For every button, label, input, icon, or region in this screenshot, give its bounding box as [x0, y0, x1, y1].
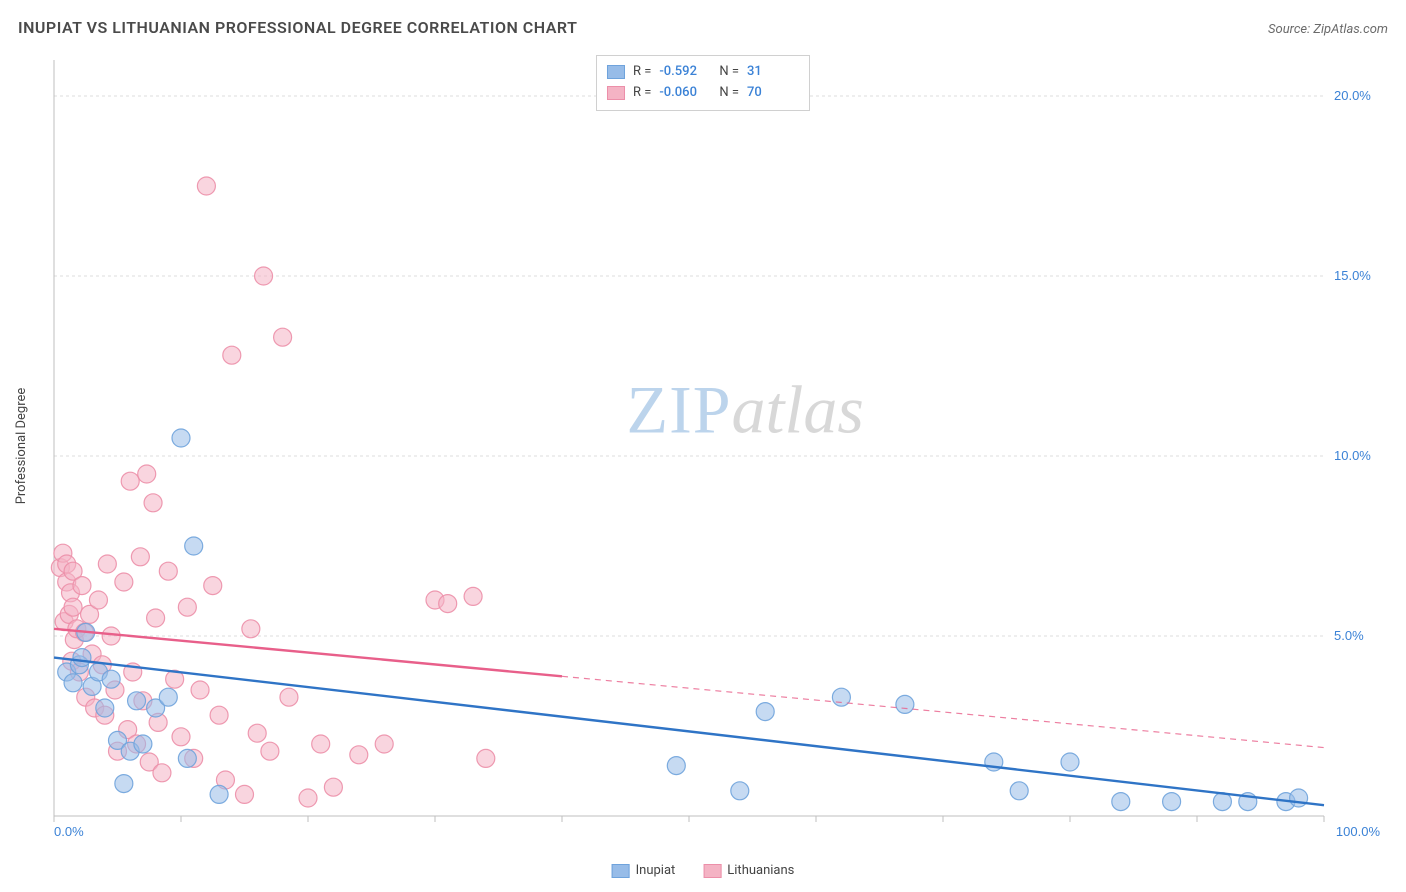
stat-r-inupiat: -0.592 — [659, 62, 711, 83]
bottom-legend: Inupiat Lithuanians — [612, 863, 795, 878]
stat-n-label: N = — [719, 83, 739, 104]
swatch-inupiat — [612, 864, 630, 878]
legend-label-lithuanians: Lithuanians — [727, 863, 794, 878]
svg-text:10.0%: 10.0% — [1334, 448, 1371, 463]
stat-r-lithuanians: -0.060 — [659, 83, 711, 104]
stats-legend: R = -0.592 N = 31 R = -0.060 N = 70 — [596, 55, 810, 111]
swatch-lithuanians — [703, 864, 721, 878]
swatch-lithuanians — [607, 86, 625, 100]
svg-text:15.0%: 15.0% — [1334, 268, 1371, 283]
stat-n-lithuanians: 70 — [747, 83, 799, 104]
stats-row-lithuanians: R = -0.060 N = 70 — [607, 83, 799, 104]
legend-label-inupiat: Inupiat — [636, 863, 676, 878]
stat-r-label: R = — [633, 62, 651, 83]
svg-text:0.0%: 0.0% — [54, 824, 84, 839]
stat-n-inupiat: 31 — [747, 62, 799, 83]
stats-row-inupiat: R = -0.592 N = 31 — [607, 62, 799, 83]
scatter-plot: 5.0% 10.0% 15.0% 20.0% 0.0% 100.0% — [48, 50, 1386, 842]
chart-source: Source: ZipAtlas.com — [1268, 22, 1388, 37]
stat-n-label: N = — [719, 62, 739, 83]
svg-text:20.0%: 20.0% — [1334, 88, 1371, 103]
chart-title: INUPIAT VS LITHUANIAN PROFESSIONAL DEGRE… — [18, 18, 577, 37]
legend-item-inupiat: Inupiat — [612, 863, 676, 878]
chart-header: INUPIAT VS LITHUANIAN PROFESSIONAL DEGRE… — [18, 18, 1388, 37]
y-axis-label: Professional Degree — [14, 388, 29, 505]
swatch-inupiat — [607, 65, 625, 79]
svg-text:100.0%: 100.0% — [1336, 824, 1381, 839]
legend-item-lithuanians: Lithuanians — [703, 863, 794, 878]
svg-text:5.0%: 5.0% — [1334, 628, 1364, 643]
stat-r-label: R = — [633, 83, 651, 104]
chart-area: 5.0% 10.0% 15.0% 20.0% 0.0% 100.0% — [48, 50, 1386, 842]
